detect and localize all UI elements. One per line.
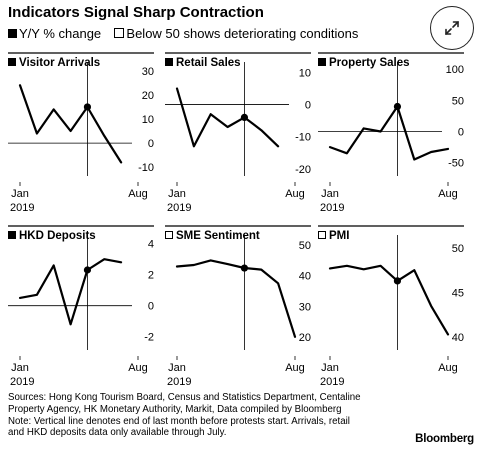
chart3-ytick-label-0: 100 xyxy=(446,64,464,76)
chart5-highlight-point xyxy=(240,264,249,272)
chart3-series-line xyxy=(328,105,450,161)
chart4-series-line xyxy=(18,258,123,326)
chart6-open-square-icon xyxy=(318,231,326,239)
chart3-ytick-label-1: 50 xyxy=(452,95,464,107)
chart5-xtick-label-0: Jan xyxy=(168,362,186,374)
chart1-series-line xyxy=(18,84,123,164)
chart3-year-label: 2019 xyxy=(320,202,344,214)
chart2-ytick-label-0: 10 xyxy=(299,67,311,79)
chart1-ytick-label-1: 20 xyxy=(142,90,154,102)
chart4-ytick-label-3: -2 xyxy=(144,332,154,344)
chart4-filled-square-icon xyxy=(8,231,16,239)
chart3-ytick-label-3: -50 xyxy=(448,158,464,170)
chart6-ytick-label-2: 40 xyxy=(452,332,464,344)
chart4-xtick-label-0: Jan xyxy=(11,362,29,374)
chart2-title: Retail Sales xyxy=(176,57,241,69)
chart1-highlight-point xyxy=(83,103,92,111)
chart3-filled-square-icon xyxy=(318,58,326,66)
note-line-2: and HKD deposits data only available thr… xyxy=(8,427,227,439)
chart3-xtick-label-1: Aug xyxy=(438,188,458,200)
legend-filled-label: Y/Y % change xyxy=(19,26,102,41)
chart5-year-label: 2019 xyxy=(167,376,191,388)
chart1-year-label: 2019 xyxy=(10,202,34,214)
chart1-ytick-label-0: 30 xyxy=(142,66,154,78)
chart2-series-line xyxy=(175,87,280,148)
open-square-icon xyxy=(114,28,125,38)
chart6-series-line xyxy=(328,264,450,336)
chart-title: Indicators Signal Sharp Contraction xyxy=(8,4,264,21)
legend-open-label: Below 50 shows deteriorating conditions xyxy=(126,26,359,41)
chart6-xtick-label-1: Aug xyxy=(438,362,458,374)
chart5-ytick-label-2: 30 xyxy=(299,301,311,313)
chart1-ytick-label-3: 0 xyxy=(148,138,154,150)
chart2-year-label: 2019 xyxy=(167,202,191,214)
note-line-1: Note: Vertical line denotes end of last … xyxy=(8,415,350,427)
chart1-ytick-label-4: -10 xyxy=(138,162,154,174)
chart2-xtick-label-1: Aug xyxy=(285,188,305,200)
chart1-xtick-label-0: Jan xyxy=(11,188,29,200)
chart4-title: HKD Deposits xyxy=(19,230,96,242)
chart3-ytick-label-2: 0 xyxy=(458,126,464,138)
chart2-xtick-label-0: Jan xyxy=(168,188,186,200)
chart6-year-label: 2019 xyxy=(320,376,344,388)
filled-square-icon xyxy=(8,29,17,38)
expand-arrows-icon xyxy=(445,21,459,35)
chart4-ytick-label-0: 4 xyxy=(148,239,154,251)
legend-row: Y/Y % change Below 50 shows deterioratin… xyxy=(8,26,358,41)
chart4-ytick-label-2: 0 xyxy=(148,301,154,313)
chart6-ytick-label-0: 50 xyxy=(452,243,464,255)
chart2-ytick-label-2: -10 xyxy=(295,132,311,144)
chart4-xtick-label-1: Aug xyxy=(128,362,148,374)
expand-button[interactable] xyxy=(430,6,474,50)
chart1-ytick-label-2: 10 xyxy=(142,114,154,126)
chart5-ytick-label-0: 50 xyxy=(299,240,311,252)
sources-note: Sources: Hong Kong Tourism Board, Census… xyxy=(8,392,408,439)
chart6-title: PMI xyxy=(329,230,349,242)
bloomberg-logo: Bloomberg xyxy=(415,433,474,445)
chart5-ytick-label-3: 20 xyxy=(299,332,311,344)
chart3-title: Property Sales xyxy=(329,57,410,69)
chart6-ytick-label-1: 45 xyxy=(452,288,464,300)
chart3-xtick-label-0: Jan xyxy=(321,188,339,200)
chart1-xtick-label-1: Aug xyxy=(128,188,148,200)
chart2-filled-square-icon xyxy=(165,58,173,66)
chart5-title: SME Sentiment xyxy=(176,230,260,242)
sources-line-2: Property Agency, HK Monetary Authority, … xyxy=(8,403,342,415)
chart2-ytick-label-1: 0 xyxy=(305,100,311,112)
chart6-highlight-point xyxy=(393,277,402,285)
chart1-title: Visitor Arrivals xyxy=(19,57,100,69)
chart5-open-square-icon xyxy=(165,231,173,239)
chart5-xtick-label-1: Aug xyxy=(285,362,305,374)
chart6-xtick-label-0: Jan xyxy=(321,362,339,374)
chart4-ytick-label-1: 2 xyxy=(148,270,154,282)
chart2-ytick-label-3: -20 xyxy=(295,164,311,176)
chart5-ytick-label-1: 40 xyxy=(299,271,311,283)
chart4-year-label: 2019 xyxy=(10,376,34,388)
chart1-filled-square-icon xyxy=(8,58,16,66)
sources-line-1: Sources: Hong Kong Tourism Board, Census… xyxy=(8,392,361,403)
chart3-highlight-point xyxy=(393,102,402,111)
chart4-highlight-point xyxy=(83,266,92,274)
chart2-highlight-point xyxy=(240,113,249,121)
chart5-series-line xyxy=(175,259,297,338)
